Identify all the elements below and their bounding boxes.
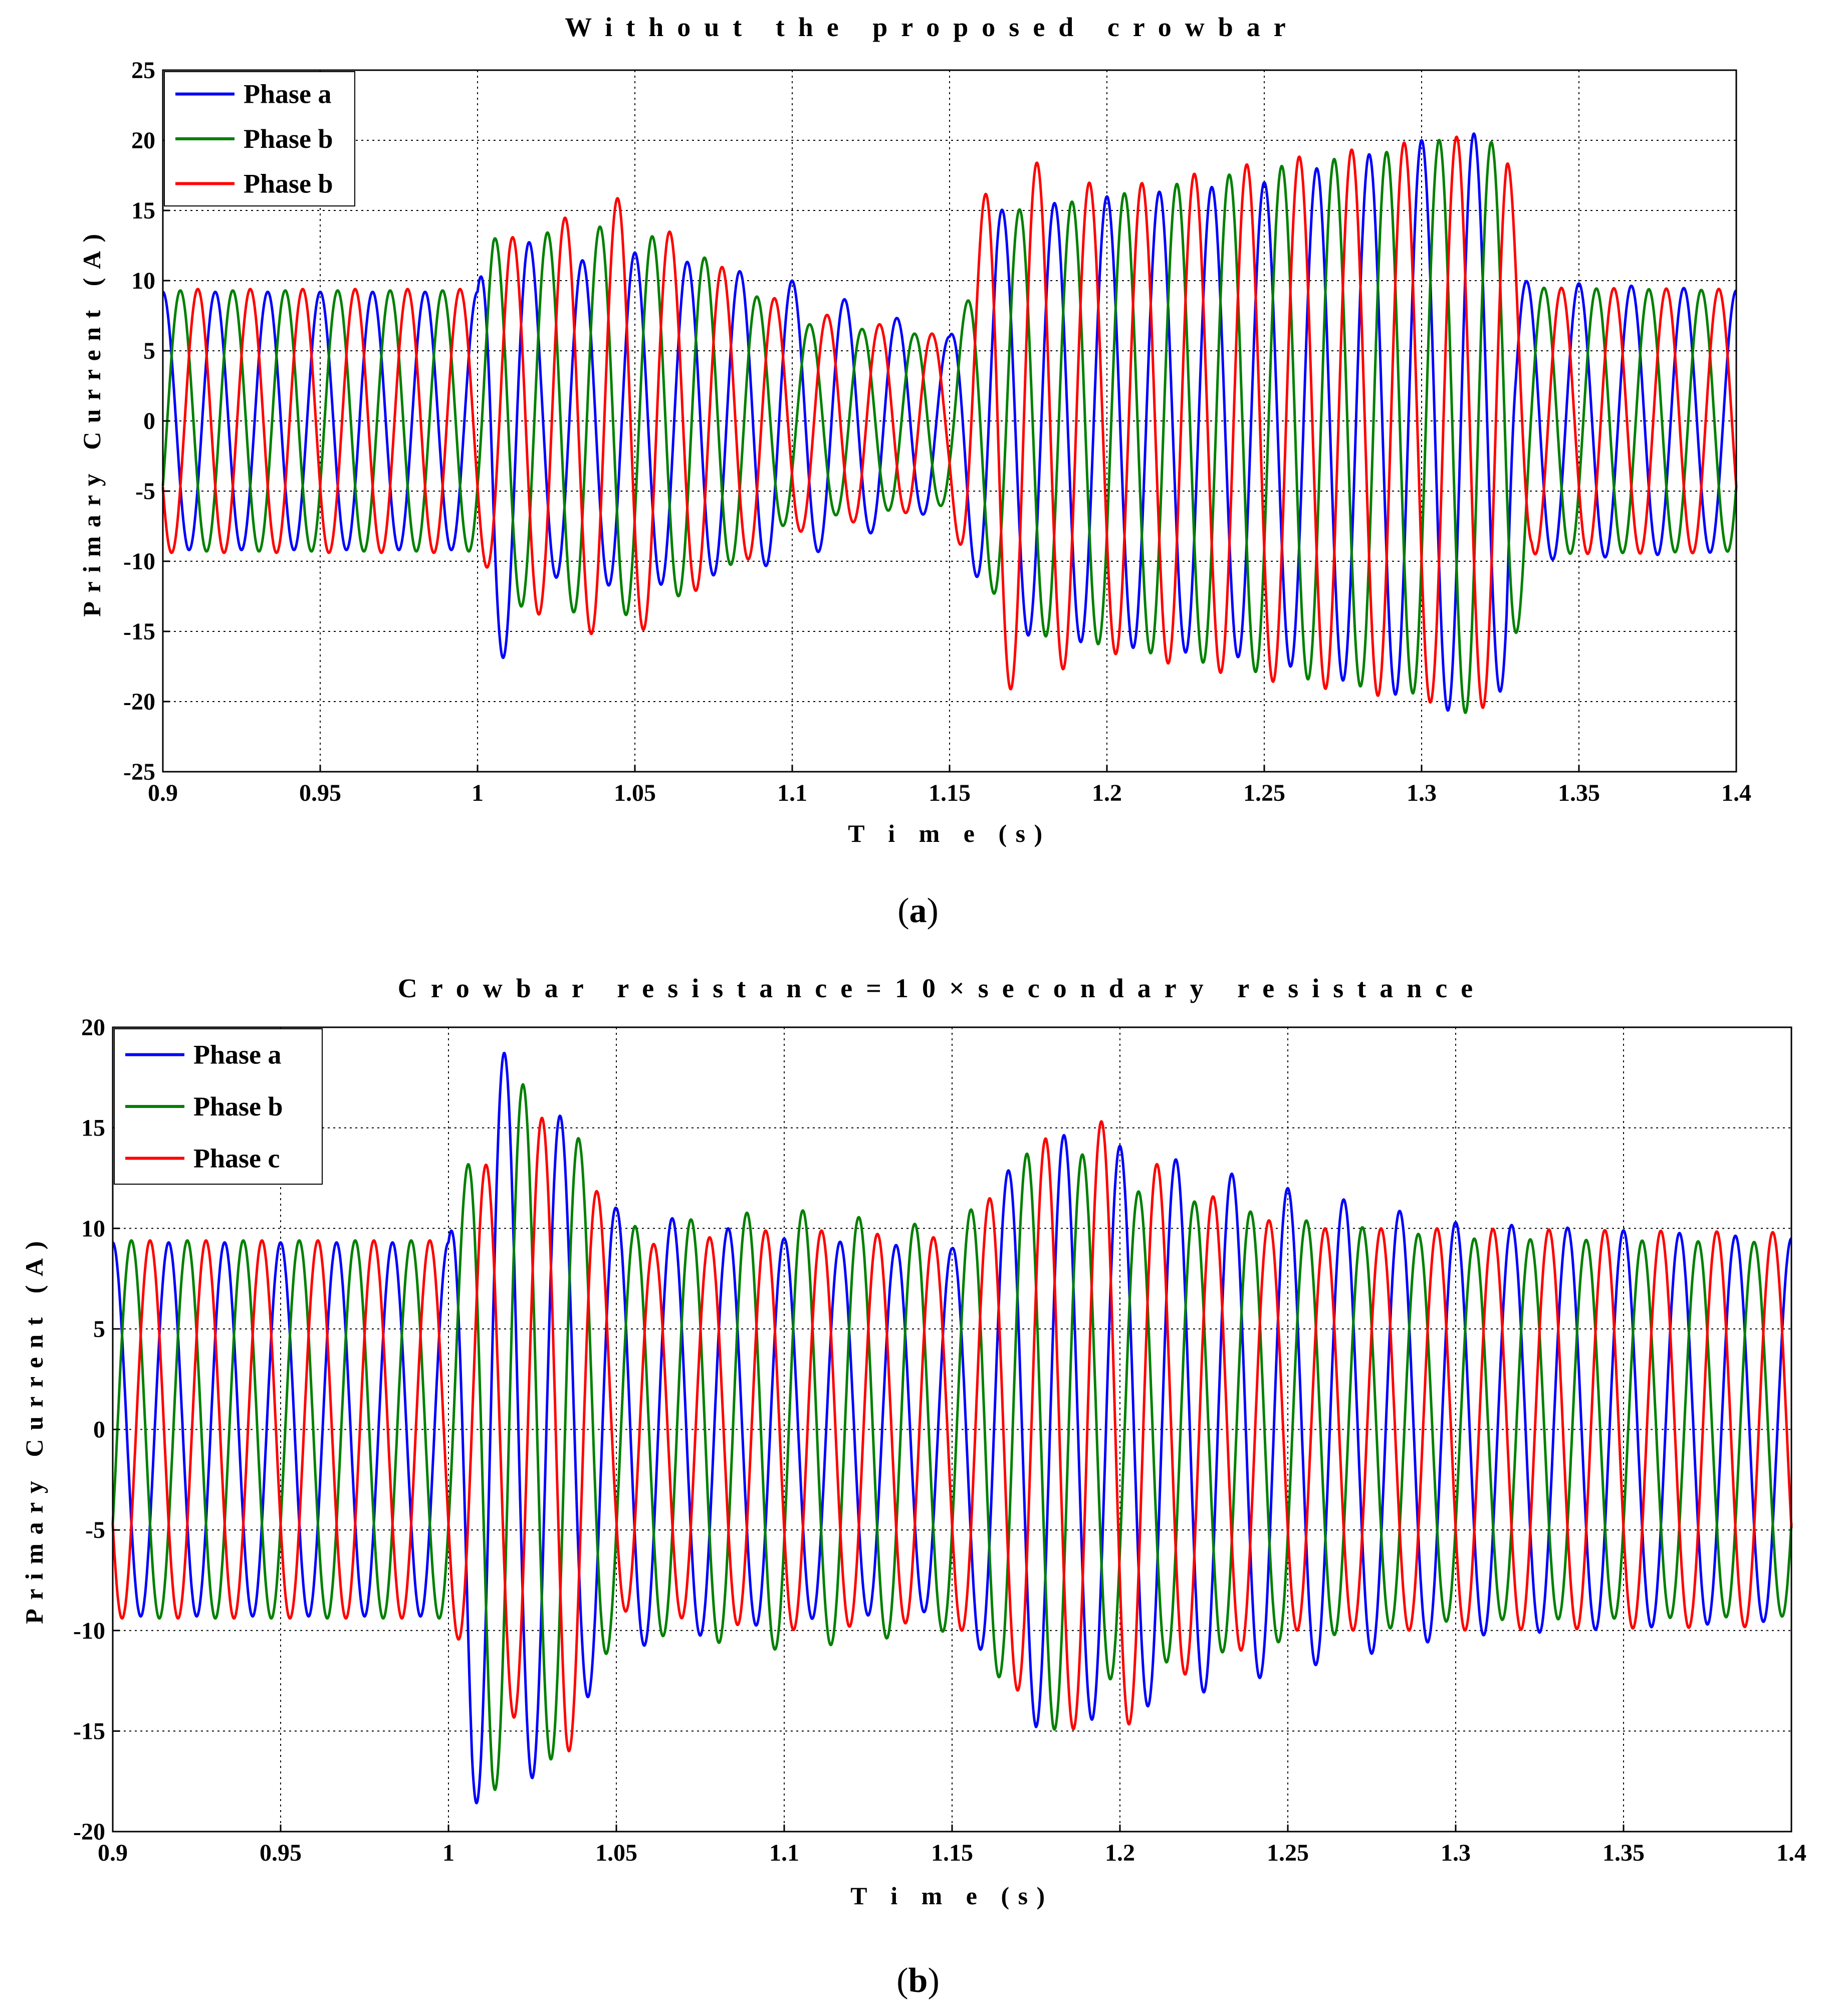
y-tick-label: 20: [81, 1014, 105, 1041]
y-tick-label: 20: [131, 127, 155, 154]
x-tick-label: 0.95: [299, 780, 341, 806]
panel-b-chart: Crowbar resistance=10×secondary resistan…: [20, 973, 1806, 2000]
x-tick-label: 1.05: [614, 780, 656, 806]
x-tick-label: 1.1: [777, 780, 807, 806]
x-tick-label: 1.25: [1243, 780, 1285, 806]
x-tick-label: 1.25: [1267, 1840, 1309, 1866]
panel-b-caption-letter: b: [908, 1961, 928, 2000]
x-tick-label: 1.3: [1407, 780, 1437, 806]
series-line-3: [161, 135, 1738, 709]
y-tick-label: -20: [123, 689, 155, 715]
series-line-3: [111, 1116, 1793, 1752]
x-tick-label: 1: [472, 780, 484, 806]
panel-a-grid: [163, 70, 1736, 772]
panel-a-y-ticks: 25 20 15 10 5 0 -5 -10 -15 -20 -25: [123, 57, 170, 785]
y-tick-label: 10: [131, 268, 155, 294]
panel-b-caption: (b): [896, 1961, 940, 2000]
legend-entry: Phase b: [244, 124, 333, 154]
y-tick-label: -25: [123, 759, 155, 785]
y-tick-label: 15: [81, 1115, 105, 1142]
legend-entry: Phase a: [244, 79, 332, 109]
x-tick-label: 0.9: [98, 1840, 128, 1866]
legend-entry: Phase b: [193, 1091, 283, 1122]
y-tick-label: -10: [73, 1618, 105, 1644]
panel-a-legend: Phase a Phase b Phase b: [164, 71, 355, 206]
panel-b-series: [111, 1051, 1793, 1805]
panel-b-x-axis-label: T i m e (s): [850, 1882, 1053, 1910]
y-tick-label: -15: [123, 618, 155, 645]
y-tick-label: -5: [85, 1517, 105, 1543]
x-tick-label: 1.35: [1602, 1840, 1645, 1866]
panel-b-y-ticks: 20 15 10 5 0 -5 -10 -15 -20: [73, 1014, 120, 1845]
x-tick-label: 1.15: [931, 1840, 973, 1866]
x-tick-label: 1.05: [595, 1840, 637, 1866]
legend-entry: Phase c: [193, 1143, 280, 1173]
x-tick-label: 1.4: [1721, 780, 1751, 806]
x-tick-label: 1.15: [929, 780, 971, 806]
y-tick-label: 5: [143, 338, 155, 364]
panel-a-x-ticks: 0.9 0.95 1 1.05 1.1 1.15 1.2 1.25 1.3 1.35 1.4: [148, 765, 1751, 806]
x-tick-label: 1.4: [1776, 1840, 1806, 1866]
x-tick-label: 1.35: [1558, 780, 1600, 806]
panel-b-title: Crowbar resistance=10×secondary resistan…: [398, 973, 1486, 1003]
y-tick-label: -5: [135, 478, 155, 505]
x-tick-label: 1.2: [1105, 1840, 1135, 1866]
x-tick-label: 1.3: [1441, 1840, 1471, 1866]
y-tick-label: -15: [73, 1718, 105, 1744]
x-tick-label: 0.95: [260, 1840, 302, 1866]
y-tick-label: 5: [93, 1316, 105, 1342]
y-tick-label: 0: [143, 408, 155, 434]
panel-b-y-axis-label: Primary Current (A): [20, 1232, 48, 1624]
panel-a-y-axis-label: Primary Current (A): [78, 225, 106, 616]
panel-a-title: Without the proposed crowbar: [565, 12, 1299, 42]
panel-b-legend: Phase a Phase b Phase c: [114, 1028, 323, 1185]
series-line-1: [112, 1051, 1792, 1805]
y-tick-label: -20: [73, 1819, 105, 1845]
panel-b-grid: [113, 1027, 1791, 1832]
legend-entry: Phase b: [244, 168, 333, 198]
panel-a-series: [161, 132, 1738, 714]
series-line-1: [162, 132, 1737, 712]
panel-a-chart: Without the proposed crowbar 0.9 0.95 1 1.0…: [78, 12, 1751, 930]
x-tick-label: 1.1: [769, 1840, 799, 1866]
x-tick-label: 1.2: [1092, 780, 1122, 806]
panel-b-x-ticks: 0.9 0.95 1 1.05 1.1 1.15 1.2 1.25 1.3 1.35 1.4: [98, 1825, 1806, 1866]
legend-entry: Phase a: [193, 1040, 282, 1070]
y-tick-label: 10: [81, 1215, 105, 1242]
y-tick-label: 25: [131, 57, 155, 84]
y-tick-label: -10: [123, 548, 155, 575]
panel-a-caption: (a): [897, 891, 939, 930]
panel-a-caption-letter: a: [909, 891, 927, 930]
x-tick-label: 1: [442, 1840, 454, 1866]
panel-a-x-axis-label: T i m e (s): [848, 819, 1051, 847]
y-tick-label: 15: [131, 197, 155, 224]
x-tick-label: 0.9: [148, 780, 178, 806]
y-tick-label: 0: [93, 1417, 105, 1443]
